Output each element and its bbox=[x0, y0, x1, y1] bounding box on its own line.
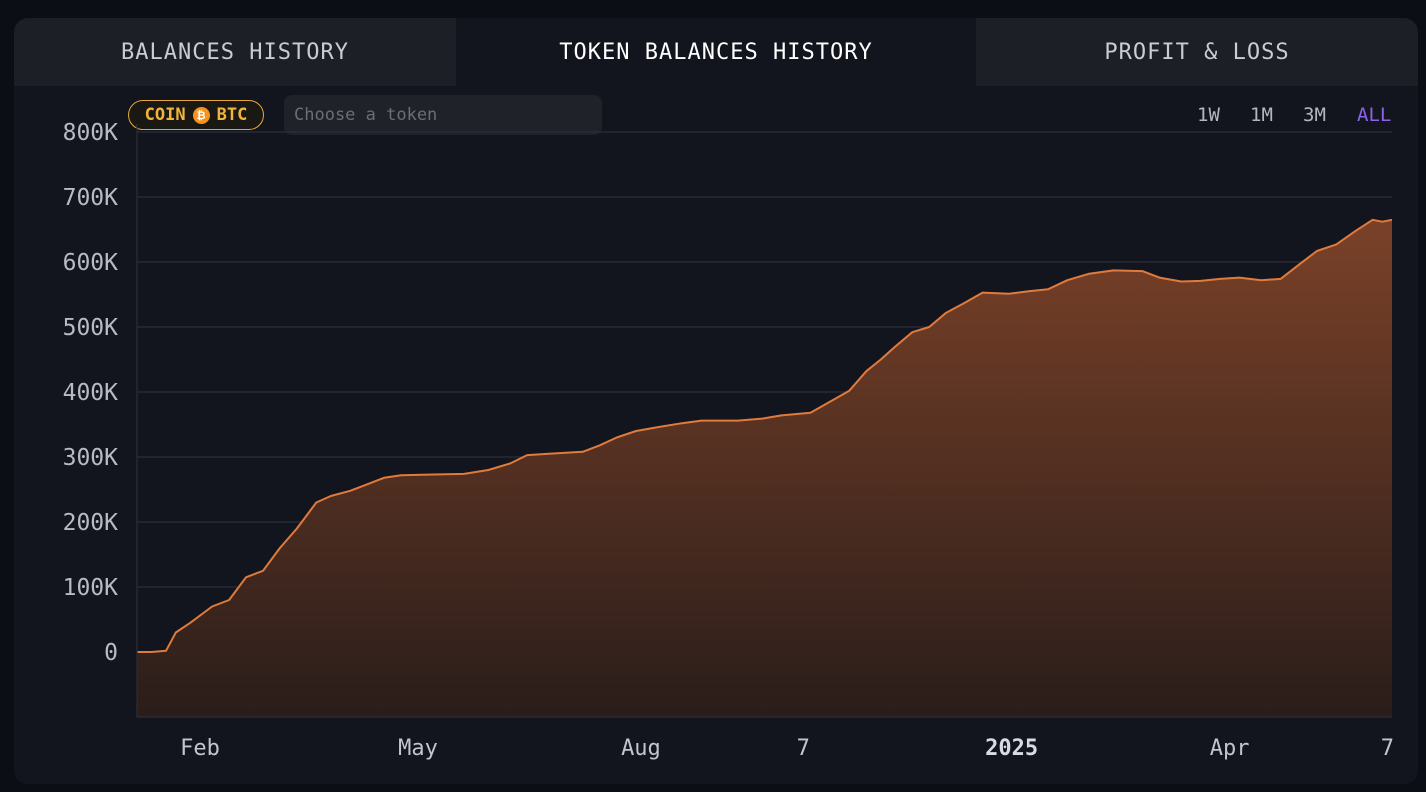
tab-token-balances-history[interactable]: TOKEN BALANCES HISTORY bbox=[456, 18, 976, 86]
x-tick-label: 7 bbox=[797, 736, 810, 761]
token-search-input[interactable] bbox=[284, 95, 602, 135]
tab-balances-history[interactable]: BALANCES HISTORY bbox=[14, 18, 456, 86]
y-tick-label: 500K bbox=[63, 315, 119, 341]
tab-bar: BALANCES HISTORY TOKEN BALANCES HISTORY … bbox=[14, 18, 1418, 86]
coin-prefix-label: COIN bbox=[144, 105, 186, 125]
balance-line bbox=[137, 218, 1393, 653]
bitcoin-icon: ₿ bbox=[192, 106, 210, 124]
y-tick-label: 800K bbox=[63, 120, 119, 146]
token-balances-panel: BALANCES HISTORY TOKEN BALANCES HISTORY … bbox=[14, 18, 1418, 784]
y-tick-label: 100K bbox=[63, 575, 119, 601]
range-all-button[interactable]: ALL bbox=[1357, 104, 1392, 126]
x-tick-label: 2025 bbox=[985, 736, 1038, 761]
coin-filter-badge[interactable]: COIN ₿ BTC bbox=[128, 100, 264, 130]
x-tick-label: Apr bbox=[1210, 736, 1250, 761]
range-1m-button[interactable]: 1M bbox=[1250, 104, 1273, 126]
x-tick-label: 7 bbox=[1381, 736, 1394, 761]
y-tick-label: 300K bbox=[63, 445, 119, 471]
tab-profit-loss[interactable]: PROFIT & LOSS bbox=[976, 18, 1418, 86]
balance-area-fill bbox=[137, 219, 1392, 718]
x-tick-label: May bbox=[398, 736, 438, 761]
y-tick-label: 200K bbox=[63, 510, 119, 536]
coin-symbol-label: BTC bbox=[216, 105, 248, 125]
y-tick-label: 0 bbox=[104, 640, 118, 666]
range-3m-button[interactable]: 3M bbox=[1303, 104, 1326, 126]
y-tick-label: 400K bbox=[63, 380, 119, 406]
range-1w-button[interactable]: 1W bbox=[1197, 104, 1220, 126]
x-tick-label: Feb bbox=[180, 736, 220, 761]
balance-area-chart: 0 100K 200K 300K 400K 500K 600K 700K 800K Feb May… bbox=[63, 120, 1394, 761]
y-tick-label: 700K bbox=[63, 185, 119, 211]
y-tick-label: 600K bbox=[63, 250, 119, 276]
x-tick-label: Aug bbox=[621, 736, 661, 761]
